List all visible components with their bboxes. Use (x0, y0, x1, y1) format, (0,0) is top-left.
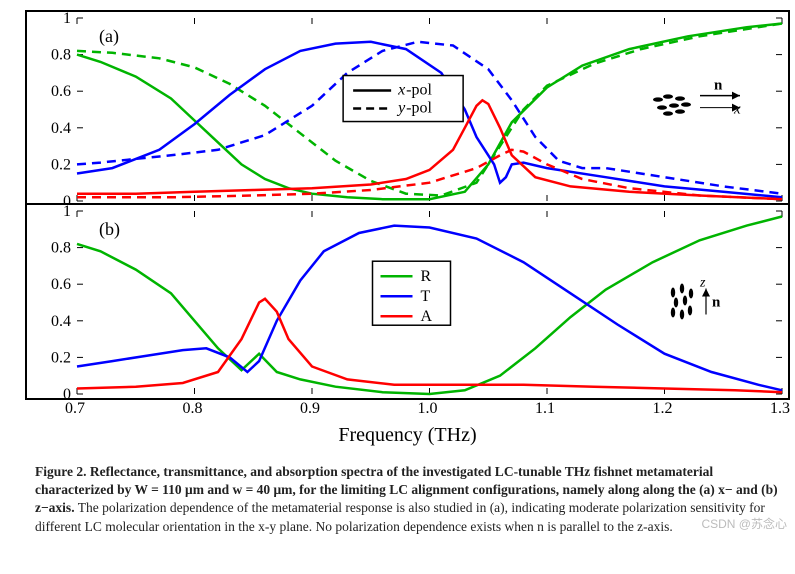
svg-text:R: R (421, 268, 432, 285)
x-tick-labels: 0.70.80.91.01.11.21.3 (25, 400, 790, 420)
svg-text:0.6: 0.6 (51, 83, 71, 100)
svg-text:0.8: 0.8 (51, 240, 71, 257)
svg-text:T: T (421, 288, 431, 305)
svg-text:n: n (712, 295, 721, 311)
svg-text:1: 1 (63, 205, 71, 220)
svg-text:-pol: -pol (406, 82, 432, 99)
svg-text:0.6: 0.6 (51, 276, 71, 293)
svg-text:0.2: 0.2 (51, 156, 71, 173)
svg-text:(b): (b) (99, 219, 120, 240)
svg-text:0: 0 (63, 386, 71, 400)
svg-text:-pol: -pol (406, 100, 432, 117)
plot-panel-a: 00.20.40.60.81(a)x-poly-polnx (25, 10, 790, 205)
svg-text:n: n (714, 78, 723, 94)
svg-text:y: y (396, 100, 406, 117)
figure-container: 00.20.40.60.81(a)x-poly-polnx 00.20.40.6… (25, 10, 790, 536)
svg-text:x: x (397, 82, 405, 99)
caption-rest: The polarization dependence of the metam… (35, 500, 765, 533)
svg-text:A: A (421, 308, 433, 325)
figure-caption: Figure 2. Reflectance, transmittance, an… (25, 457, 790, 536)
plot-panel-b: 0 0.2 0.4 0.6 0.8 1 (b) RTAzn (25, 205, 790, 400)
svg-text:1: 1 (63, 12, 71, 27)
svg-text:0.2: 0.2 (51, 349, 71, 366)
svg-text:z: z (699, 276, 706, 291)
svg-text:0.4: 0.4 (51, 120, 71, 137)
svg-text:(a): (a) (99, 26, 119, 47)
svg-text:0.8: 0.8 (51, 47, 71, 64)
watermark: CSDN @苏念心 (701, 515, 787, 532)
x-axis-label: Frequency (THz) (25, 424, 790, 447)
svg-text:0.4: 0.4 (51, 313, 71, 330)
